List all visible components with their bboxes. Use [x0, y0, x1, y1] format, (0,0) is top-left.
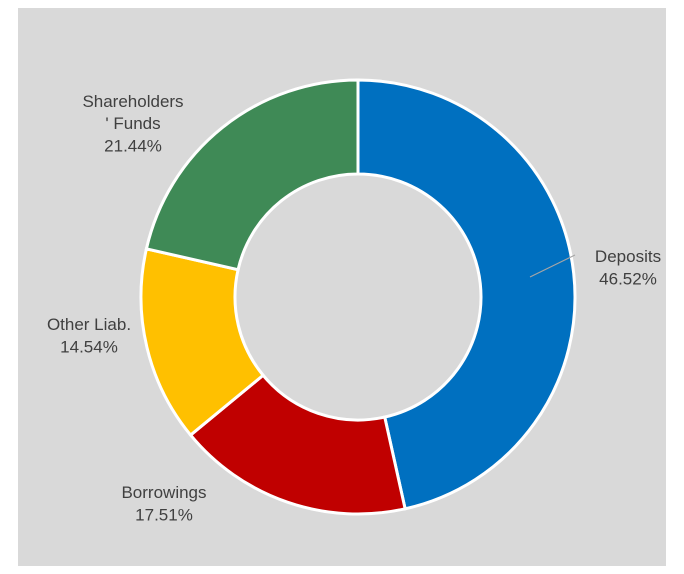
label-line: ' Funds	[105, 114, 160, 133]
leader-line	[529, 254, 576, 278]
category-label: Borrowings	[121, 483, 206, 502]
donut-slice	[144, 78, 360, 272]
label-line: Other Liab.	[47, 315, 131, 334]
value-label: 21.44%	[104, 136, 162, 155]
donut-slice	[356, 78, 577, 511]
label-line: Borrowings	[121, 483, 206, 502]
label-line: Shareholders	[82, 92, 183, 111]
category-label: Other Liab.	[47, 315, 131, 334]
label-line: Deposits	[595, 247, 661, 266]
category-label: Deposits	[595, 247, 661, 266]
donut-slice	[188, 373, 407, 516]
category-label: Shareholders ' Funds	[82, 92, 183, 133]
value-label: 17.51%	[135, 505, 193, 524]
value-label: 14.54%	[60, 337, 118, 356]
value-label: 46.52%	[599, 269, 657, 288]
